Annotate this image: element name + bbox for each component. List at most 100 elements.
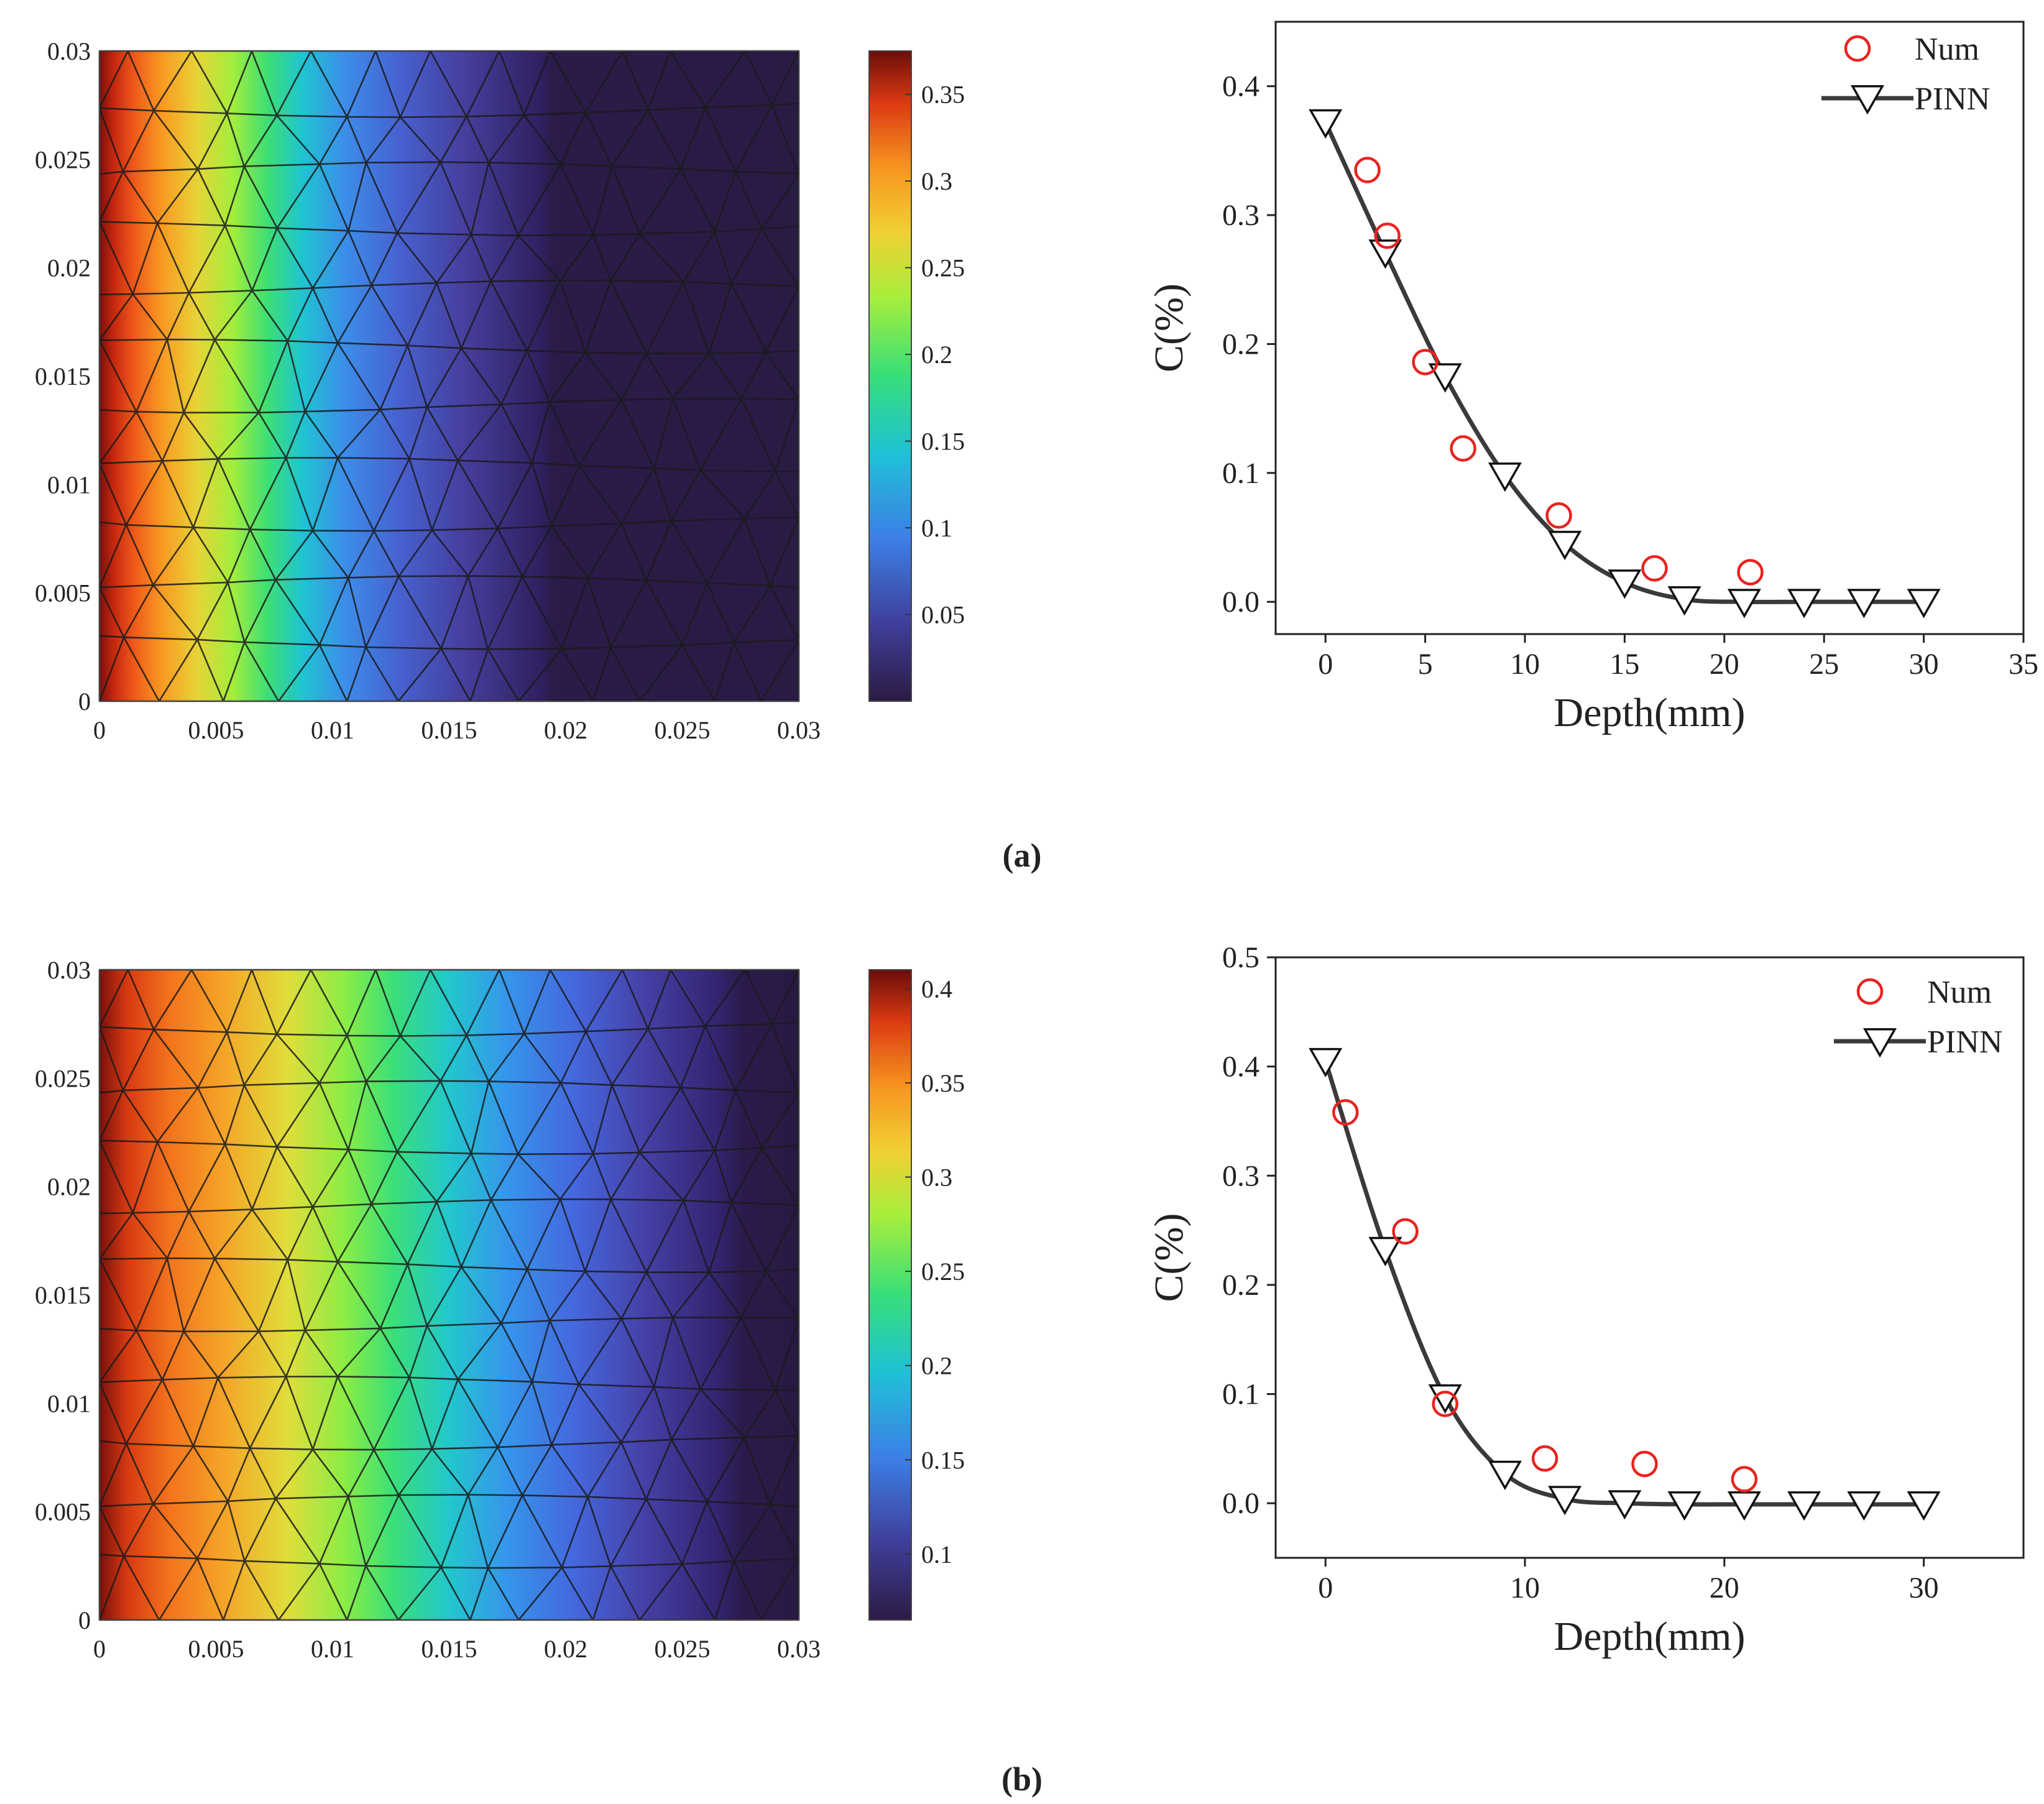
pinn-marker-a bbox=[1847, 589, 1881, 619]
heatmap-ytick-label-b: 0 bbox=[78, 1606, 91, 1634]
panel-label-b: (b) bbox=[1001, 1760, 1043, 1798]
colorbar-tick-label-a: 0.35 bbox=[921, 81, 965, 109]
colorbar-tick-label-b: 0.35 bbox=[921, 1069, 965, 1097]
pinn-marker-a bbox=[1727, 589, 1761, 619]
num-marker-a bbox=[1641, 555, 1668, 582]
heatmap-frame-a bbox=[99, 50, 799, 702]
colorbar-tick-label-a: 0.15 bbox=[921, 428, 965, 456]
colorbar-tick-label-b: 0.15 bbox=[921, 1446, 965, 1474]
pinn-marker-b bbox=[1787, 1491, 1821, 1521]
legend-num-label-b: Num bbox=[1927, 975, 1992, 1010]
num-marker-b bbox=[1392, 1218, 1419, 1245]
panel-label-a: (a) bbox=[1003, 837, 1042, 874]
legend-num-label-a: Num bbox=[1915, 32, 1979, 67]
y-tick-label-a: 0.0 bbox=[1222, 586, 1259, 619]
x-tick-label-b: 20 bbox=[1710, 1572, 1739, 1604]
heatmap-ytick-label-a: 0.03 bbox=[47, 37, 91, 65]
pinn-marker-b bbox=[1608, 1490, 1642, 1520]
heatmap-xtick-label-b: 0.005 bbox=[188, 1635, 244, 1663]
x-axis-label-b: Depth(mm) bbox=[1554, 1614, 1746, 1659]
pinn-marker-b bbox=[1488, 1460, 1522, 1491]
heatmap-ytick-label-b: 0.03 bbox=[47, 956, 91, 984]
pinn-marker-a bbox=[1667, 586, 1701, 616]
y-tick-label-b: 0.1 bbox=[1222, 1378, 1259, 1411]
y-tick-label-a: 0.3 bbox=[1222, 199, 1259, 232]
num-marker-a bbox=[1450, 435, 1476, 462]
pinn-marker-b bbox=[1847, 1491, 1881, 1521]
heatmap-ytick-label-b: 0.02 bbox=[47, 1173, 91, 1201]
heatmap-xtick-label-a: 0.02 bbox=[544, 716, 587, 744]
num-marker-a bbox=[1545, 502, 1572, 529]
heatmap-field-b bbox=[99, 970, 799, 1620]
colorbar-tick-label-b: 0.1 bbox=[921, 1540, 952, 1568]
colorbar-tick-label-b: 0.4 bbox=[921, 975, 952, 1003]
x-tick-label-b: 30 bbox=[1909, 1572, 1939, 1604]
heatmap-ytick-label-a: 0 bbox=[78, 688, 91, 716]
legend-pinn-label-a: PINN bbox=[1915, 81, 1990, 117]
heatmap-ytick-label-a: 0.015 bbox=[35, 362, 91, 390]
y-tick-label-b: 0.4 bbox=[1222, 1051, 1259, 1084]
num-marker-b bbox=[1631, 1450, 1658, 1478]
colorbar-tick-label-a: 0.1 bbox=[921, 514, 952, 542]
y-tick-label-a: 0.2 bbox=[1222, 328, 1259, 361]
pinn-marker-a bbox=[1488, 462, 1522, 492]
y-tick-label-b: 0.5 bbox=[1222, 941, 1259, 974]
pinn-marker-b bbox=[1548, 1486, 1582, 1516]
pinn-marker-a bbox=[1787, 589, 1821, 619]
y-tick-label-a: 0.1 bbox=[1222, 457, 1259, 490]
x-tick-label-a: 35 bbox=[2009, 648, 2038, 681]
heatmap-ytick-label-b: 0.015 bbox=[35, 1281, 91, 1309]
heatmap-ytick-label-a: 0.01 bbox=[47, 471, 91, 499]
x-tick-label-b: 10 bbox=[1510, 1572, 1540, 1604]
heatmap-xtick-label-b: 0.02 bbox=[544, 1635, 587, 1663]
legend-pinn-label-b: PINN bbox=[1927, 1024, 2002, 1060]
heatmap-frame-b bbox=[99, 969, 799, 1621]
num-marker-a bbox=[1354, 157, 1381, 183]
num-marker-b bbox=[1731, 1466, 1758, 1493]
pinn-marker-b bbox=[1428, 1384, 1462, 1414]
num-marker-a bbox=[1412, 349, 1439, 375]
colorbar-tick-label-a: 0.05 bbox=[921, 601, 965, 629]
colorbar-a bbox=[868, 50, 912, 702]
pinn-marker-a bbox=[1608, 569, 1642, 599]
heatmap-ytick-label-a: 0.005 bbox=[35, 579, 91, 607]
x-tick-label-a: 15 bbox=[1609, 648, 1639, 681]
heatmap-xtick-label-a: 0.01 bbox=[311, 716, 354, 744]
colorbar-tick-label-a: 0.25 bbox=[921, 254, 965, 282]
colorbar-tick-label-a: 0.2 bbox=[921, 341, 952, 369]
x-tick-label-a: 25 bbox=[1809, 648, 1839, 681]
num-marker-b bbox=[1432, 1391, 1458, 1417]
x-tick-label-a: 30 bbox=[1909, 648, 1939, 681]
legend-pinn-marker-a bbox=[1850, 85, 1885, 115]
pinn-marker-b bbox=[1368, 1236, 1402, 1267]
colorbar-tick-label-b: 0.3 bbox=[921, 1164, 952, 1192]
heatmap-xtick-label-b: 0.015 bbox=[421, 1635, 477, 1663]
legend-pinn-marker-b bbox=[1862, 1028, 1897, 1058]
x-axis-label-a: Depth(mm) bbox=[1554, 690, 1746, 735]
colorbar-tick-label-a: 0.3 bbox=[921, 167, 952, 195]
colorbar-tick-label-b: 0.25 bbox=[921, 1258, 965, 1286]
pinn-marker-a bbox=[1309, 109, 1343, 139]
heatmap-xtick-label-b: 0.01 bbox=[311, 1635, 354, 1663]
pinn-marker-b bbox=[1667, 1491, 1701, 1521]
pinn-curve-a bbox=[1324, 121, 1924, 604]
pinn-marker-a bbox=[1907, 589, 1941, 619]
heatmap-xtick-label-a: 0.005 bbox=[188, 716, 244, 744]
x-tick-label-a: 20 bbox=[1710, 648, 1739, 681]
y-axis-label-b: C(%) bbox=[1146, 1213, 1192, 1302]
heatmap-xtick-label-a: 0.015 bbox=[421, 716, 477, 744]
pinn-marker-b bbox=[1907, 1491, 1941, 1521]
x-tick-label-a: 0 bbox=[1318, 648, 1333, 681]
num-marker-a bbox=[1737, 559, 1764, 586]
num-marker-a bbox=[1374, 222, 1401, 249]
y-tick-label-b: 0.2 bbox=[1222, 1269, 1259, 1302]
pinn-marker-b bbox=[1309, 1047, 1343, 1078]
x-tick-label-a: 10 bbox=[1510, 648, 1540, 681]
pinn-curve-b bbox=[1323, 1060, 1924, 1507]
y-tick-label-b: 0.0 bbox=[1222, 1487, 1259, 1520]
plot-frame-a bbox=[1274, 21, 2025, 635]
heatmap-xtick-label-a: 0 bbox=[93, 716, 106, 744]
pinn-marker-a bbox=[1428, 363, 1462, 393]
num-marker-b bbox=[1531, 1445, 1558, 1472]
